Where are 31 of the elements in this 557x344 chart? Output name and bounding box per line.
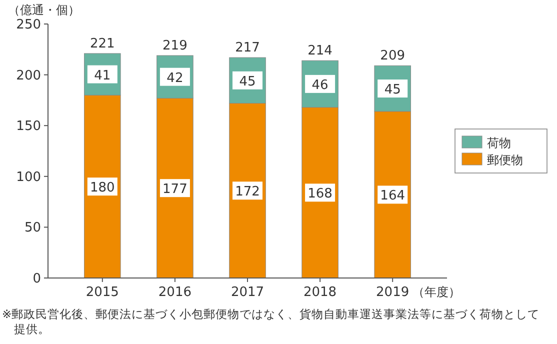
total-label: 221 (90, 36, 115, 52)
total-label: 209 (380, 48, 406, 64)
y-tick-label: 250 (16, 18, 41, 32)
x-tick-label: 2017 (230, 285, 264, 300)
y-tick-label: 200 (16, 68, 41, 84)
x-tick-label: 2019 (376, 285, 410, 300)
y-tick-label: 100 (16, 170, 41, 185)
x-tick-label: 2015 (86, 285, 119, 300)
data-label: 168 (308, 186, 332, 202)
data-label: 177 (162, 182, 188, 198)
data-label: 45 (239, 74, 256, 90)
data-label: 172 (235, 184, 260, 200)
x-tick-label: 2018 (304, 285, 337, 300)
x-tick-label: 2016 (158, 285, 192, 300)
legend-label: 郵便物 (487, 153, 523, 167)
total-label: 219 (162, 38, 188, 54)
y-axis-title: （億通・個） (8, 3, 80, 17)
y-tick-label: 50 (24, 220, 41, 236)
data-label: 42 (166, 70, 184, 86)
data-label: 41 (94, 68, 111, 84)
data-label: 164 (380, 188, 406, 204)
total-label: 217 (235, 40, 260, 56)
data-label: 45 (384, 82, 401, 98)
data-label: 180 (90, 180, 115, 196)
y-tick-label: 150 (16, 119, 41, 134)
y-tick-label: 0 (32, 272, 41, 286)
data-label: 46 (312, 78, 328, 93)
legend-label: 荷物 (487, 136, 511, 150)
total-label: 214 (308, 44, 332, 59)
text: ※郵政民営化後、郵便法に基づく小包郵便物ではなく、貨物自動車運送事業法等に基づく荷物として提供。 (2, 307, 540, 336)
x-axis-title: （年度） (412, 285, 461, 299)
